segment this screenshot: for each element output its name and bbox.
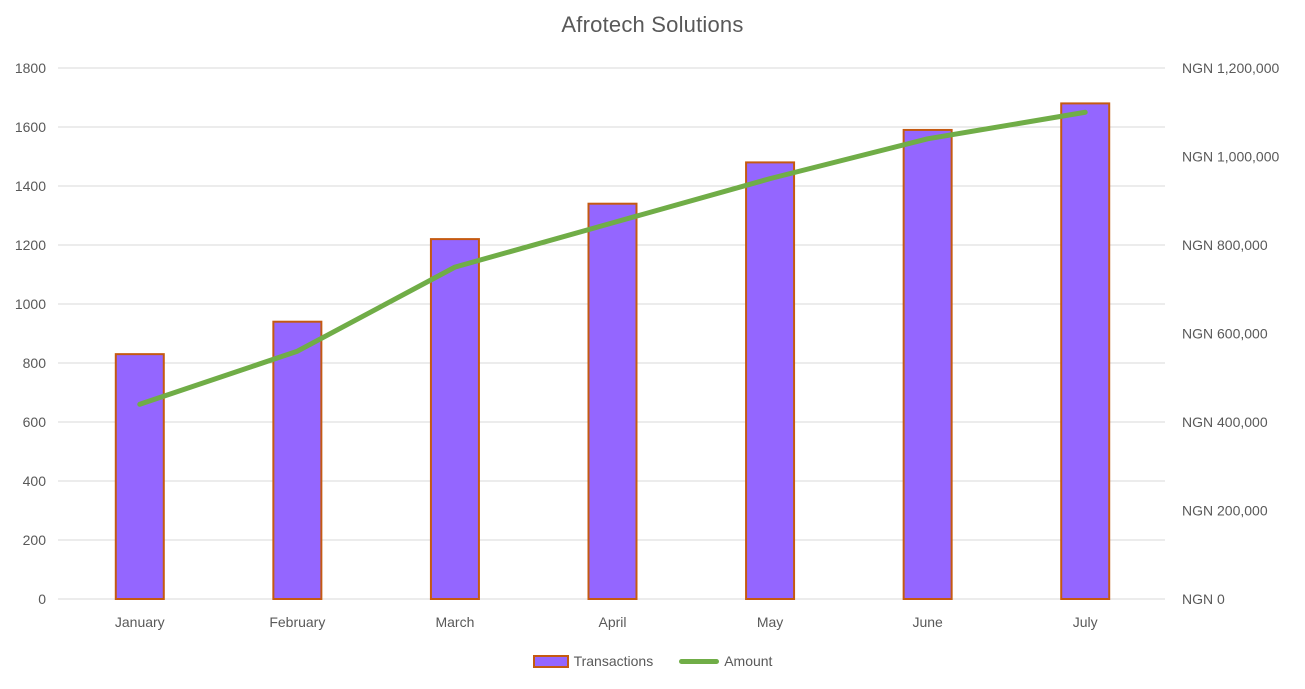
legend-label-amount: Amount bbox=[724, 653, 773, 669]
transactions-bar[interactable] bbox=[1060, 102, 1111, 601]
amount-line[interactable] bbox=[137, 109, 1088, 407]
left-axis-tick-label: 400 bbox=[23, 473, 47, 489]
transactions-bar[interactable] bbox=[429, 238, 480, 600]
transactions-bar-swatch-icon bbox=[532, 654, 569, 668]
right-axis-tick-label: NGN 800,000 bbox=[1182, 237, 1268, 253]
transactions-bar[interactable] bbox=[587, 202, 638, 600]
legend: Transactions Amount bbox=[0, 653, 1305, 669]
left-axis-tick-label: 1000 bbox=[15, 296, 46, 312]
left-axis-tick-label: 1600 bbox=[15, 119, 46, 135]
left-axis-tick-label: 1800 bbox=[15, 60, 46, 76]
left-axis-tick-label: 800 bbox=[23, 355, 47, 371]
right-axis-tick-label: NGN 0 bbox=[1182, 591, 1225, 607]
legend-item-amount[interactable]: Amount bbox=[679, 653, 772, 669]
right-axis-tick-label: NGN 1,200,000 bbox=[1182, 60, 1279, 76]
x-axis-category-label: April bbox=[598, 614, 626, 630]
left-axis-tick-label: 200 bbox=[23, 532, 47, 548]
right-axis-tick-label: NGN 200,000 bbox=[1182, 503, 1268, 519]
transactions-bar[interactable] bbox=[902, 128, 953, 600]
left-axis-tick-label: 1200 bbox=[15, 237, 46, 253]
x-axis-category-label: March bbox=[435, 614, 474, 630]
x-axis-category-label: February bbox=[269, 614, 325, 630]
right-axis-tick-label: NGN 1,000,000 bbox=[1182, 149, 1279, 165]
transactions-bar[interactable] bbox=[272, 320, 323, 600]
chart-title: Afrotech Solutions bbox=[561, 12, 744, 37]
x-axis-category-label: May bbox=[757, 614, 783, 630]
x-axis-category-label: January bbox=[115, 614, 165, 630]
legend-label-transactions: Transactions bbox=[573, 653, 654, 669]
transactions-bar[interactable] bbox=[745, 161, 796, 600]
left-axis-tick-label: 0 bbox=[38, 591, 46, 607]
transactions-bar[interactable] bbox=[114, 353, 165, 600]
left-axis-tick-label: 600 bbox=[23, 414, 47, 430]
amount-line-swatch-icon bbox=[679, 658, 720, 664]
x-axis-category-label: July bbox=[1073, 614, 1098, 630]
right-axis-tick-label: NGN 600,000 bbox=[1182, 326, 1268, 342]
right-axis-tick-label: NGN 400,000 bbox=[1182, 414, 1268, 430]
x-axis-category-label: June bbox=[912, 614, 943, 630]
left-axis-tick-label: 1400 bbox=[15, 178, 46, 194]
legend-item-transactions[interactable]: Transactions bbox=[532, 653, 654, 669]
